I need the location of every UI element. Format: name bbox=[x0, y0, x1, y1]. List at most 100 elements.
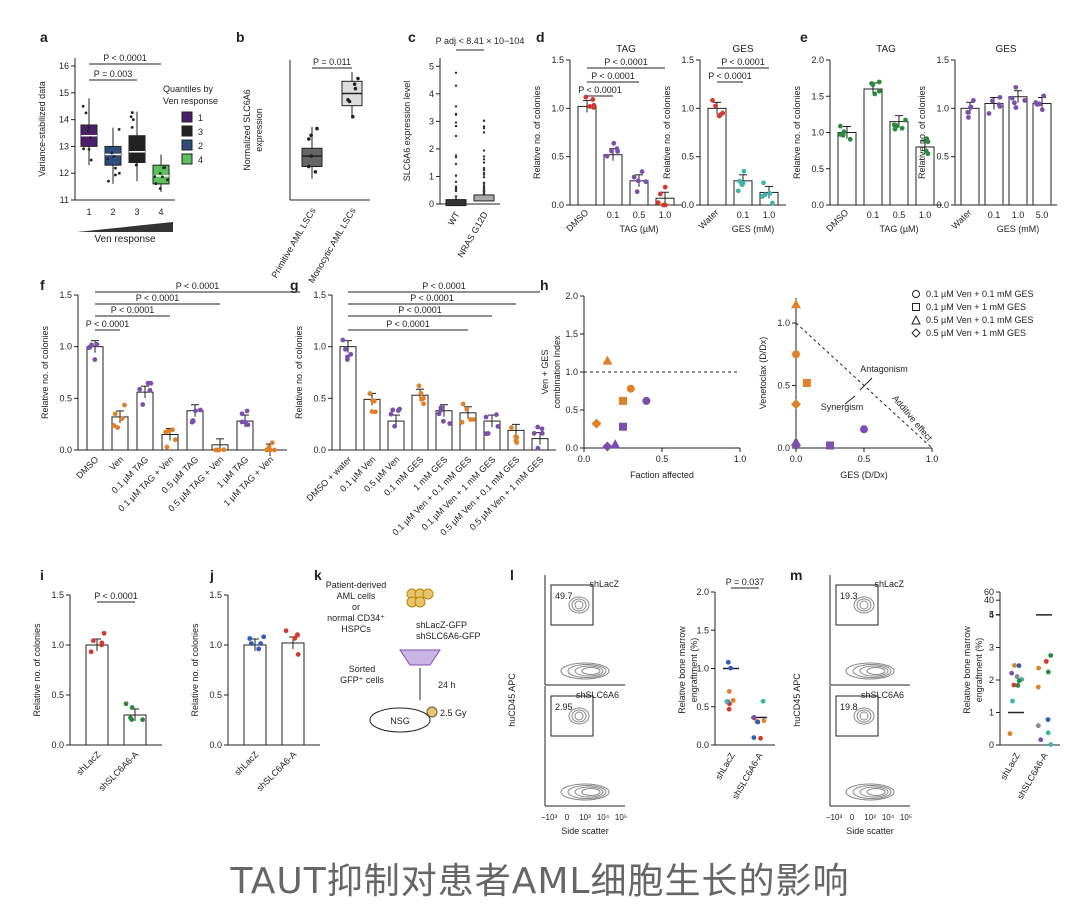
y-axis-label: Venetoclax (D/Dx) bbox=[758, 337, 768, 410]
data-point bbox=[164, 444, 170, 450]
legend-marker bbox=[911, 314, 921, 325]
data-point bbox=[340, 337, 346, 343]
radiation-icon bbox=[426, 706, 438, 718]
data-point bbox=[106, 157, 110, 161]
y-axis-label: expression bbox=[254, 108, 264, 152]
contour bbox=[853, 707, 875, 725]
data-point bbox=[495, 423, 501, 429]
data-point bbox=[724, 699, 730, 704]
data-point bbox=[482, 127, 486, 130]
legend-entry: 4 bbox=[198, 155, 203, 165]
y-tick-label: 0.0 bbox=[313, 445, 326, 455]
data-point bbox=[725, 659, 731, 665]
p-value-label: P adj < 8.41 × 10−104 bbox=[436, 36, 525, 46]
data-point bbox=[110, 151, 114, 155]
data-point bbox=[860, 425, 868, 434]
data-point bbox=[89, 158, 93, 162]
data-point bbox=[482, 184, 486, 188]
x-tick-label: shSLC6A6-A bbox=[255, 749, 299, 793]
data-point bbox=[590, 97, 596, 102]
y-axis-label: Variance-stabilized data bbox=[37, 81, 47, 176]
data-point bbox=[482, 125, 486, 128]
contour bbox=[581, 788, 601, 796]
data-point bbox=[531, 430, 537, 436]
data-point bbox=[454, 185, 458, 189]
mouse-icon bbox=[369, 707, 431, 733]
data-point bbox=[602, 441, 613, 452]
contour bbox=[567, 785, 607, 799]
y-tick-label: 0.5 bbox=[59, 393, 72, 403]
panel-letter-j: j bbox=[209, 567, 214, 583]
data-point bbox=[264, 447, 270, 453]
data-point bbox=[256, 646, 262, 652]
x-tick-label: 1.0 bbox=[919, 210, 932, 220]
data-point bbox=[454, 113, 458, 116]
x-tick-label: 0.5 bbox=[633, 210, 646, 220]
x-tick-label: Water bbox=[950, 207, 974, 231]
data-point bbox=[87, 126, 91, 130]
p-value-label: P < 0.0001 bbox=[410, 293, 454, 303]
data-point bbox=[245, 422, 251, 428]
data-point bbox=[482, 161, 486, 164]
data-point bbox=[876, 79, 882, 85]
x-tick-label: 0.5 bbox=[656, 454, 669, 464]
legend-swatch bbox=[181, 125, 193, 137]
data-point bbox=[751, 735, 757, 740]
data-point bbox=[158, 187, 162, 190]
contour bbox=[859, 665, 889, 677]
y-tick-label: 1.5 bbox=[936, 55, 949, 65]
contour bbox=[571, 709, 587, 723]
data-point bbox=[454, 121, 458, 124]
data-point bbox=[239, 411, 245, 417]
data-point bbox=[741, 168, 747, 174]
x-tick-label: 1.0 bbox=[659, 210, 672, 220]
data-point bbox=[447, 421, 453, 426]
data-point bbox=[440, 418, 446, 424]
data-point bbox=[482, 149, 486, 152]
schematic-text: 24 h bbox=[438, 680, 456, 690]
x-tick-label: NRAS G12D bbox=[456, 210, 490, 260]
sample-label: shSLC6A6 bbox=[576, 690, 619, 700]
data-point bbox=[494, 412, 499, 418]
annotation: Additive effect bbox=[890, 393, 934, 443]
data-point bbox=[642, 396, 651, 405]
data-point bbox=[147, 387, 153, 393]
flow-gate bbox=[835, 584, 879, 626]
box-quantile-3 bbox=[128, 135, 146, 163]
x-axis-label: GES (D/Dx) bbox=[840, 470, 888, 480]
data-point bbox=[130, 126, 134, 129]
y-axis-label: huCD45 APC bbox=[792, 673, 802, 727]
data-point bbox=[154, 182, 158, 185]
contour bbox=[581, 667, 601, 675]
y-tick-label: 0.5 bbox=[681, 152, 694, 162]
data-point bbox=[345, 357, 350, 362]
y-tick-label: 3 bbox=[429, 116, 434, 126]
data-point bbox=[539, 430, 545, 436]
contour bbox=[859, 786, 889, 798]
data-point bbox=[454, 180, 458, 184]
x-tick-label: 0.5 bbox=[893, 210, 906, 220]
data-point bbox=[903, 117, 908, 123]
data-point bbox=[115, 425, 121, 430]
data-point bbox=[82, 147, 86, 151]
y-tick-label: 0.0 bbox=[209, 740, 222, 750]
data-point bbox=[965, 109, 971, 115]
y-axis-label: Relative no. of colonies bbox=[40, 325, 50, 419]
y-tick-label: 0.5 bbox=[811, 164, 824, 174]
contour bbox=[567, 664, 607, 678]
data-point bbox=[140, 402, 146, 407]
y-tick-label: 1.0 bbox=[777, 318, 790, 328]
arrow bbox=[844, 395, 856, 405]
x-tick-label: 0 bbox=[850, 813, 855, 822]
x-tick-label: 1.0 bbox=[926, 454, 939, 464]
bar bbox=[863, 88, 883, 206]
box bbox=[473, 194, 495, 202]
panel-letter-k: k bbox=[314, 567, 322, 583]
x-tick-label: shSLC6A6-A bbox=[97, 749, 141, 793]
data-point bbox=[454, 134, 458, 138]
y-tick-label: 2.0 bbox=[811, 55, 824, 65]
y-tick-label: 16 bbox=[59, 61, 69, 71]
p-value-label: P < 0.0001 bbox=[422, 281, 466, 291]
data-point bbox=[482, 119, 486, 122]
legend-entry: 0.5 µM Ven + 1 mM GES bbox=[926, 328, 1026, 338]
